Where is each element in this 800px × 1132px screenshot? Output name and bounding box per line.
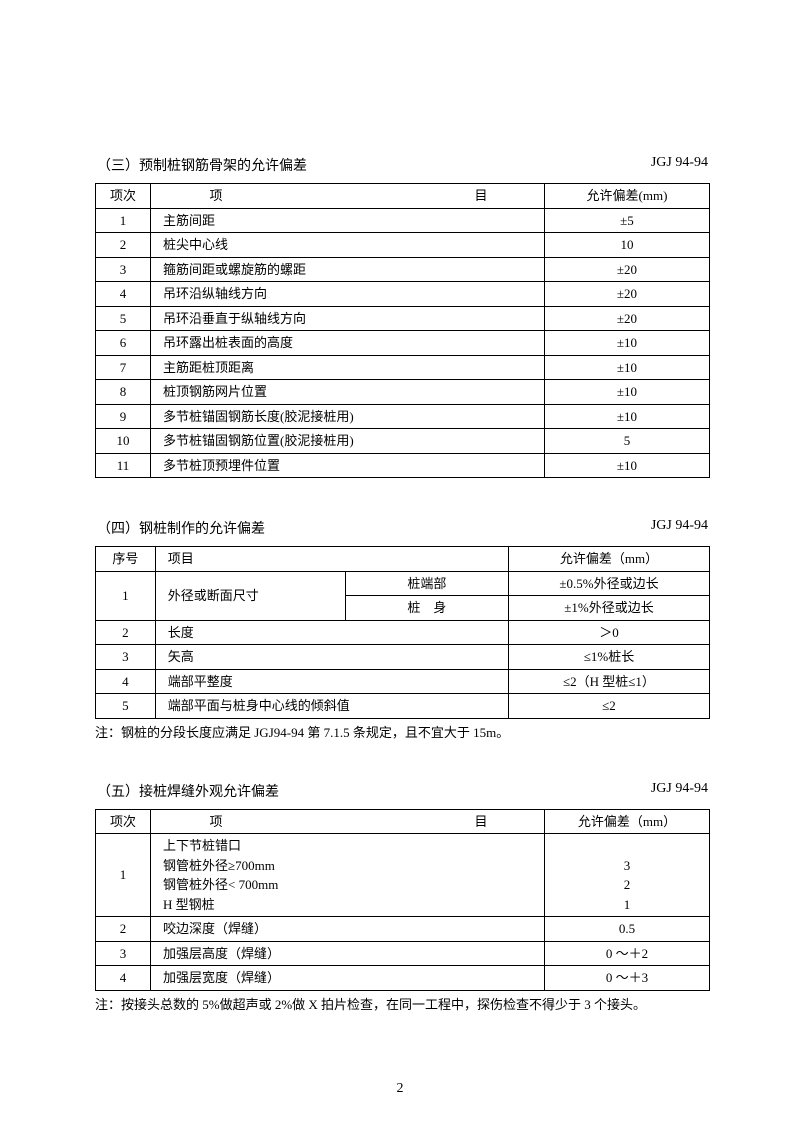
table-row: 4吊环沿纵轴线方向±20 <box>96 282 710 307</box>
sec5-title: （五）接桩焊缝外观允许偏差 <box>97 781 279 801</box>
sec3-code: JGJ 94-94 <box>651 155 708 175</box>
th-tol: 允许偏差(mm) <box>545 184 710 209</box>
table-row: 5端部平面与桩身中心线的倾斜值≤2 <box>96 694 710 719</box>
section-three: （三）预制桩钢筋骨架的允许偏差 JGJ 94-94 项次 项 目 允许偏差(mm… <box>95 155 710 478</box>
table-row: 2桩尖中心线10 <box>96 233 710 258</box>
table-row: 4加强层宽度（焊缝）0 ～＋3 <box>96 966 710 991</box>
table-row: 10多节桩锚固钢筋位置(胶泥接桩用)5 <box>96 429 710 454</box>
table-header: 项次 项 目 允许偏差(mm) <box>96 184 710 209</box>
page-number: 2 <box>397 1081 404 1097</box>
th-item: 项 目 <box>151 809 545 834</box>
table-row: 1 上下节桩错口 钢管桩外径≥700mm 钢管桩外径< 700mm H 型钢桩 … <box>96 834 710 917</box>
th-item: 项目 <box>155 547 508 572</box>
table-row: 3矢高≤1%桩长 <box>96 645 710 670</box>
th-tol: 允许偏差（mm） <box>545 809 710 834</box>
table-row: 4端部平整度≤2（H 型桩≤1） <box>96 669 710 694</box>
table-row: 3箍筋间距或螺旋筋的螺距±20 <box>96 257 710 282</box>
sec4-title: （四）钢桩制作的允许偏差 <box>97 518 265 538</box>
th-num: 项次 <box>96 184 151 209</box>
sec5-note: 注：按接头总数的 5%做超声或 2%做 X 拍片检查，在同一工程中，探伤检查不得… <box>95 994 710 1013</box>
table-row: 1主筋间距±5 <box>96 208 710 233</box>
section-four: （四）钢桩制作的允许偏差 JGJ 94-94 序号 项目 允许偏差（mm） 1 … <box>95 518 710 741</box>
table-header: 项次 项 目 允许偏差（mm） <box>96 809 710 834</box>
table-row: 7主筋距桩顶距离±10 <box>96 355 710 380</box>
table-row: 9多节桩锚固钢筋长度(胶泥接桩用)±10 <box>96 404 710 429</box>
table-row: 1 外径或断面尺寸 桩端部 ±0.5%外径或边长 <box>96 571 710 596</box>
table-four: 序号 项目 允许偏差（mm） 1 外径或断面尺寸 桩端部 ±0.5%外径或边长 … <box>95 546 710 719</box>
table-five: 项次 项 目 允许偏差（mm） 1 上下节桩错口 钢管桩外径≥700mm 钢管桩… <box>95 809 710 991</box>
table-row: 3加强层高度（焊缝）0 ～＋2 <box>96 941 710 966</box>
table-row: 2长度＞0 <box>96 620 710 645</box>
sec4-note: 注：钢桩的分段长度应满足 JGJ94-94 第 7.1.5 条规定，且不宜大于 … <box>95 722 710 741</box>
sec3-title: （三）预制桩钢筋骨架的允许偏差 <box>97 155 307 175</box>
th-num: 项次 <box>96 809 151 834</box>
table-row: 6吊环露出桩表面的高度±10 <box>96 331 710 356</box>
th-num: 序号 <box>96 547 156 572</box>
table-row: 5吊环沿垂直于纵轴线方向±20 <box>96 306 710 331</box>
table-row: 11多节桩顶预埋件位置±10 <box>96 453 710 478</box>
sec5-code: JGJ 94-94 <box>651 781 708 801</box>
table-row: 2咬边深度（焊缝）0.5 <box>96 917 710 942</box>
table-header: 序号 项目 允许偏差（mm） <box>96 547 710 572</box>
table-three: 项次 项 目 允许偏差(mm) 1主筋间距±5 2桩尖中心线10 3箍筋间距或螺… <box>95 183 710 478</box>
th-tol: 允许偏差（mm） <box>508 547 709 572</box>
table-row: 8桩顶钢筋网片位置±10 <box>96 380 710 405</box>
th-item: 项 目 <box>151 184 545 209</box>
section-five: （五）接桩焊缝外观允许偏差 JGJ 94-94 项次 项 目 允许偏差（mm） … <box>95 781 710 1013</box>
sec4-code: JGJ 94-94 <box>651 518 708 538</box>
